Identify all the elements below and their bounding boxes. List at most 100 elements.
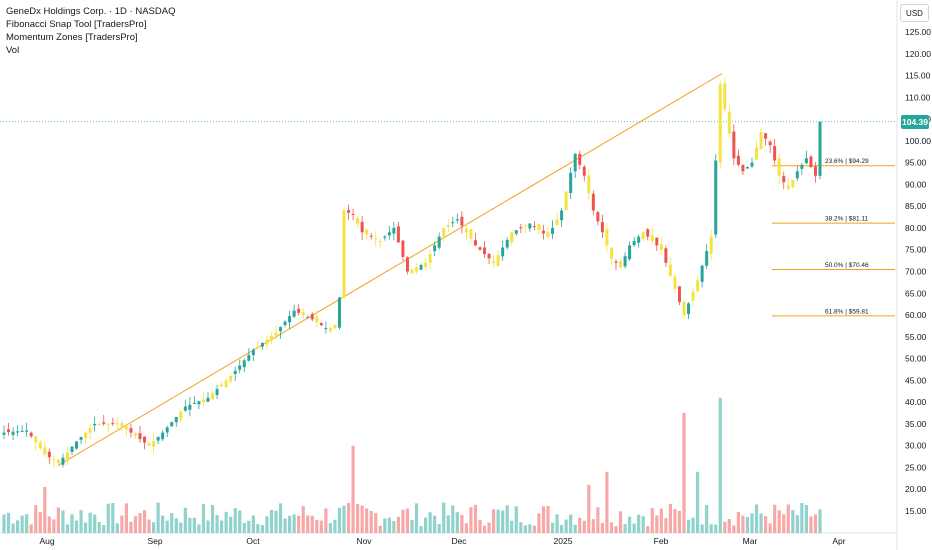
- candle-body: [143, 436, 147, 443]
- volume-bar: [224, 511, 228, 533]
- volume-bar: [16, 520, 20, 533]
- volume-bar: [764, 516, 768, 533]
- indicator-fibonacci[interactable]: Fibonacci Snap Tool [TradersPro]: [6, 19, 147, 30]
- volume-bar: [723, 521, 727, 533]
- candle-body: [156, 436, 160, 441]
- candle-body: [360, 221, 364, 233]
- candle-body: [528, 223, 532, 229]
- candle-body: [333, 324, 337, 329]
- volume-bar: [428, 512, 432, 533]
- candle-body: [573, 153, 577, 172]
- volume-bar: [460, 515, 464, 533]
- candle-body: [564, 191, 568, 211]
- candle-body: [782, 176, 786, 183]
- volume-bar: [152, 522, 156, 533]
- volume-bar: [487, 522, 491, 533]
- volume-bar: [605, 471, 609, 533]
- volume-bar: [310, 515, 314, 533]
- volume-bar: [637, 514, 641, 533]
- volume-bar: [174, 518, 178, 533]
- candle-body: [510, 232, 514, 243]
- volume-bar: [65, 524, 70, 533]
- volume-bar: [328, 523, 332, 533]
- volume-bar: [229, 516, 233, 533]
- candle-body: [578, 153, 582, 165]
- volume-bar: [641, 516, 645, 533]
- volume-bar: [777, 510, 781, 533]
- candle-body: [664, 248, 668, 263]
- trend-line[interactable]: [58, 72, 723, 466]
- candle-body: [732, 131, 736, 159]
- candle-body: [614, 261, 618, 263]
- candle-body: [609, 247, 613, 259]
- volume-bar: [668, 503, 672, 533]
- currency-button[interactable]: USD: [900, 4, 929, 22]
- volume-bar: [510, 520, 514, 533]
- candle-body: [75, 441, 79, 449]
- volume-bar: [324, 508, 328, 533]
- candle-body: [152, 441, 156, 447]
- volume-bar: [156, 502, 160, 533]
- volume-bar: [541, 506, 546, 533]
- volume-bar: [628, 516, 632, 533]
- indicator-volume[interactable]: Vol: [6, 45, 20, 56]
- volume-bar: [346, 503, 351, 533]
- price-tick-label: 40.00: [905, 397, 927, 407]
- volume-bar: [84, 522, 88, 533]
- volume-bar: [269, 509, 274, 533]
- indicator-momentum[interactable]: Momentum Zones [TradersPro]: [6, 32, 138, 43]
- candle-body: [487, 253, 491, 259]
- candle-body: [265, 339, 269, 345]
- volume-bar: [197, 524, 201, 533]
- volume-bar: [206, 520, 210, 533]
- volume-bar: [410, 519, 414, 533]
- candle-body: [233, 370, 237, 374]
- candle-body: [492, 260, 496, 263]
- volume-bar: [451, 505, 455, 533]
- candle-body: [324, 328, 328, 330]
- candle-body: [220, 384, 224, 387]
- fib-level-label: 38.2% | $81.11: [825, 216, 869, 223]
- candle-body: [591, 193, 595, 211]
- volume-bar: [587, 484, 591, 533]
- candle-body: [247, 355, 251, 361]
- volume-bar: [759, 513, 763, 533]
- volume-bar: [618, 511, 623, 533]
- volume-bar: [804, 505, 808, 533]
- volume-bar: [813, 514, 818, 533]
- volume-bar: [745, 517, 750, 533]
- volume-bar: [233, 508, 237, 533]
- volume-bar: [256, 524, 260, 533]
- candle-body: [469, 229, 473, 239]
- candle-body: [124, 426, 128, 430]
- price-tick-label: 55.00: [905, 332, 927, 342]
- candle-body: [374, 238, 378, 240]
- candle-body: [315, 316, 319, 323]
- volume-bar: [754, 504, 759, 533]
- candle-body: [777, 158, 781, 176]
- candle-body: [705, 251, 709, 266]
- candle-body: [424, 262, 428, 268]
- candle-body: [269, 335, 273, 341]
- candle-body: [383, 236, 387, 238]
- candle-body: [337, 297, 341, 328]
- candle-body: [560, 210, 564, 221]
- volume-bar: [6, 512, 11, 533]
- symbol-title[interactable]: GeneDx Holdings Corp. · 1D · NASDAQ: [6, 6, 176, 17]
- time-tick-label: Feb: [654, 536, 669, 546]
- candle-body: [306, 317, 310, 319]
- volume-bar: [369, 510, 373, 533]
- price-tick-label: 35.00: [905, 419, 927, 429]
- candle-body: [800, 164, 804, 169]
- candle-body: [483, 247, 487, 255]
- candle-body: [582, 166, 586, 176]
- candle-body: [115, 423, 119, 425]
- volume-bar: [482, 525, 487, 533]
- candle-body: [804, 158, 808, 164]
- candle-body: [741, 164, 745, 172]
- candle-body: [288, 316, 292, 323]
- volume-bar: [378, 525, 382, 533]
- volume-bar: [251, 515, 255, 533]
- candle-body: [2, 432, 6, 435]
